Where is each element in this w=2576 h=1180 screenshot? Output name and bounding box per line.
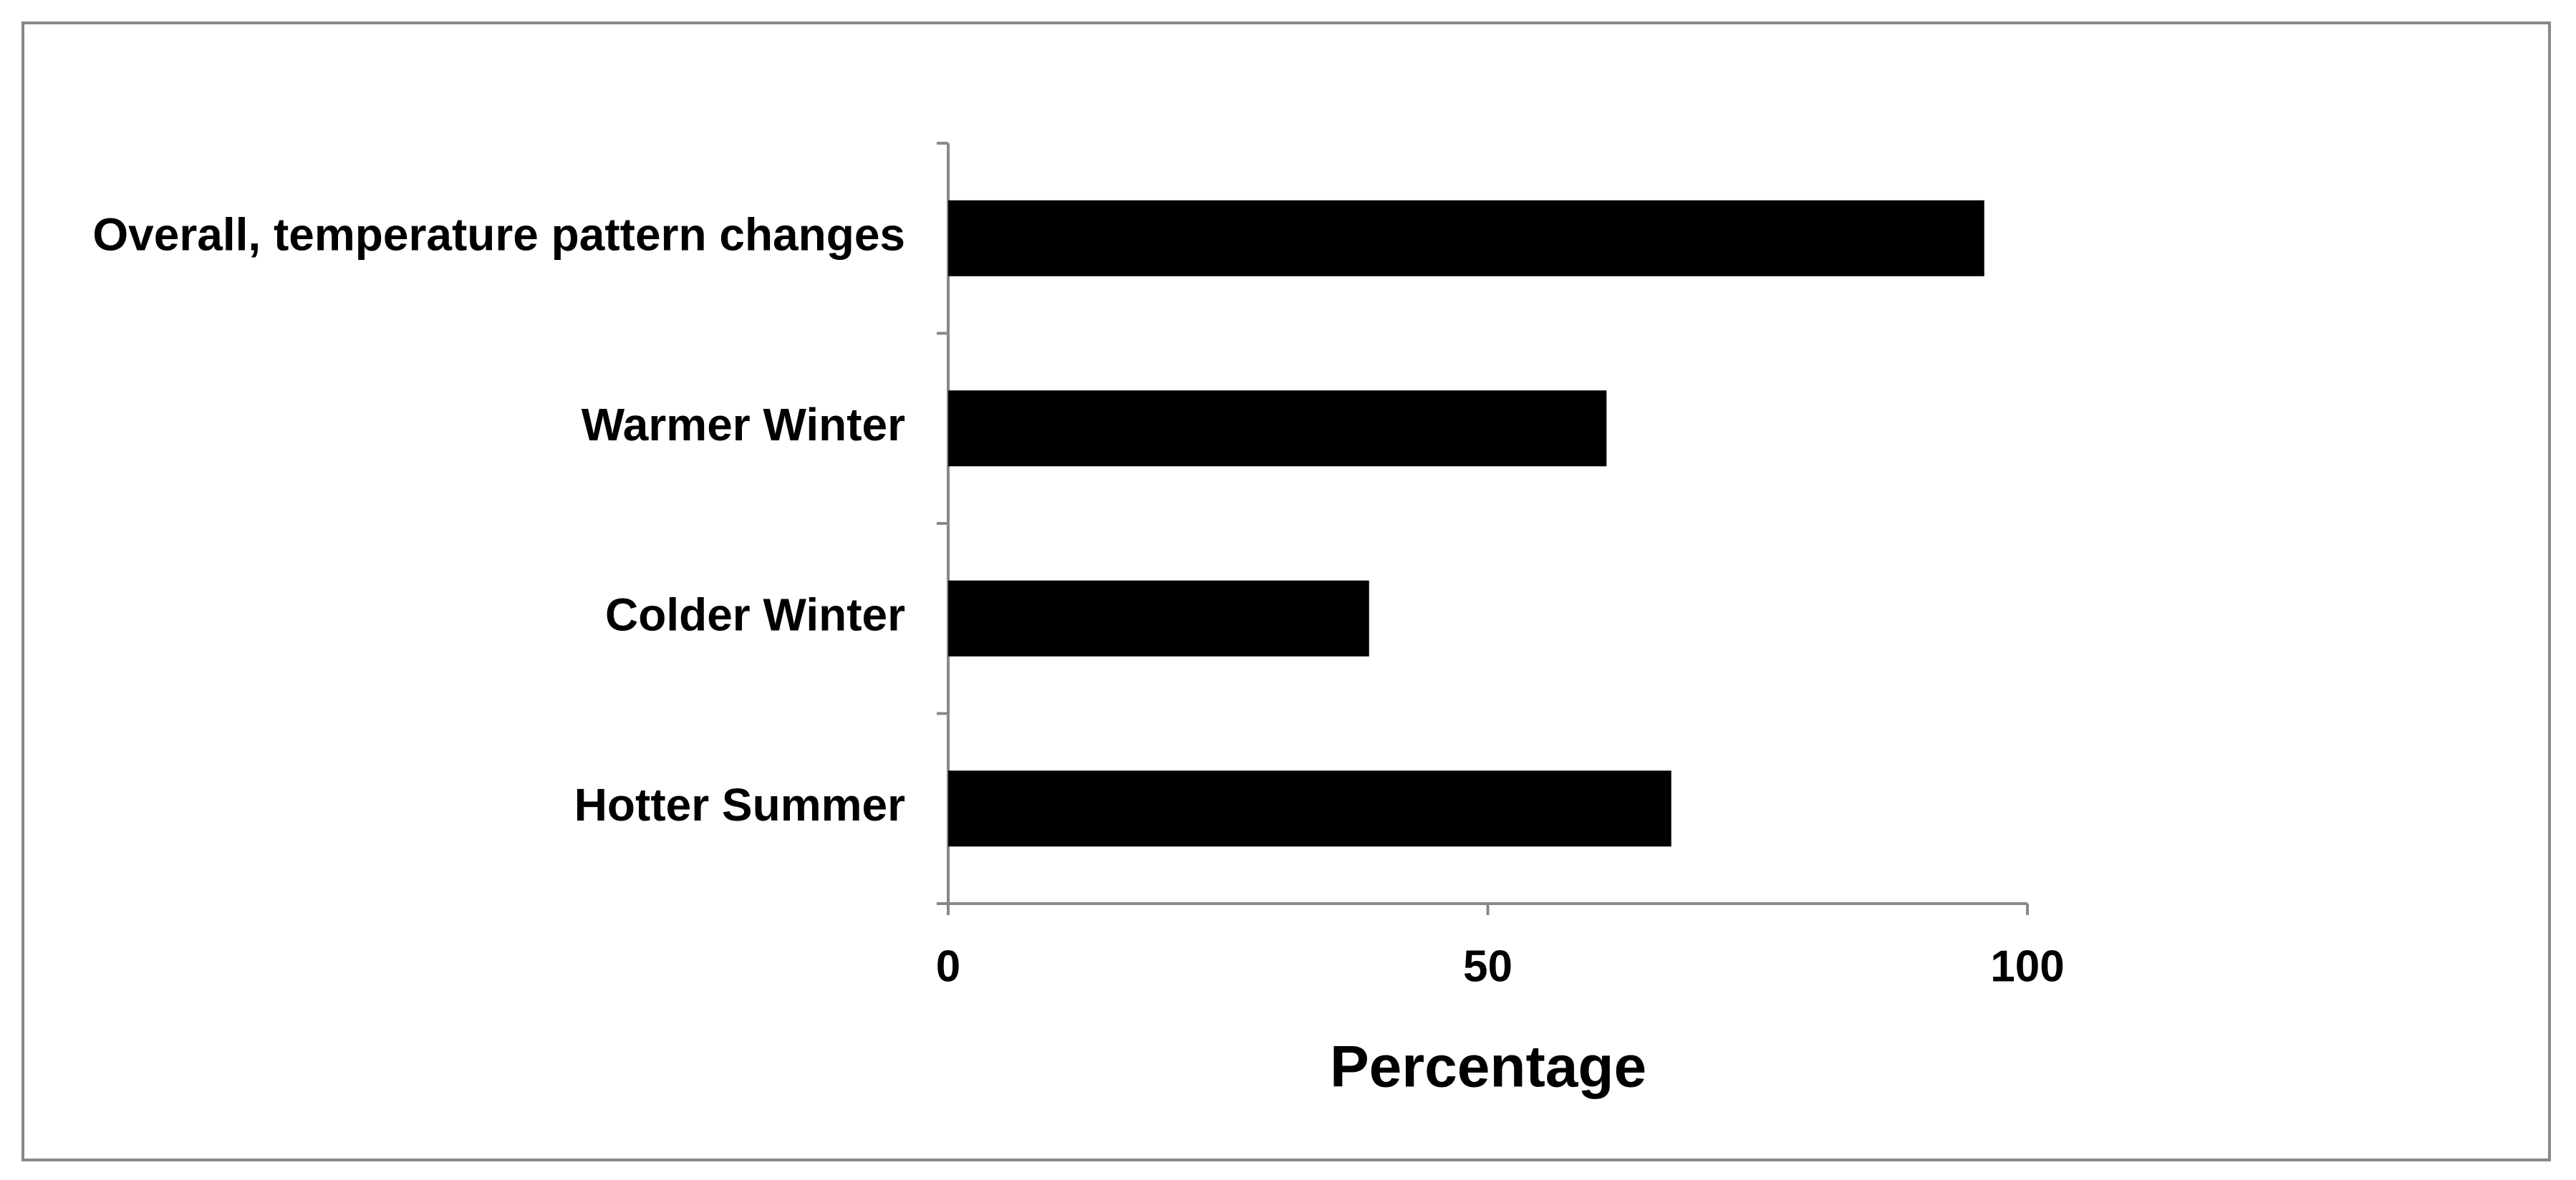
x-axis-title: Percentage	[1330, 1035, 1646, 1100]
y-tick-label: Overall, temperature pattern changes	[92, 209, 905, 261]
bar	[948, 770, 1671, 847]
bar	[948, 200, 1984, 276]
y-tick-label: Warmer Winter	[582, 399, 905, 450]
x-tick-label: 50	[1463, 942, 1513, 991]
x-tick-label: 0	[936, 942, 960, 991]
bar	[948, 390, 1607, 467]
x-tick-label: 100	[1990, 942, 2064, 991]
bar	[948, 580, 1369, 657]
y-tick-label: Colder Winter	[605, 589, 905, 641]
y-tick-label: Hotter Summer	[574, 779, 905, 831]
